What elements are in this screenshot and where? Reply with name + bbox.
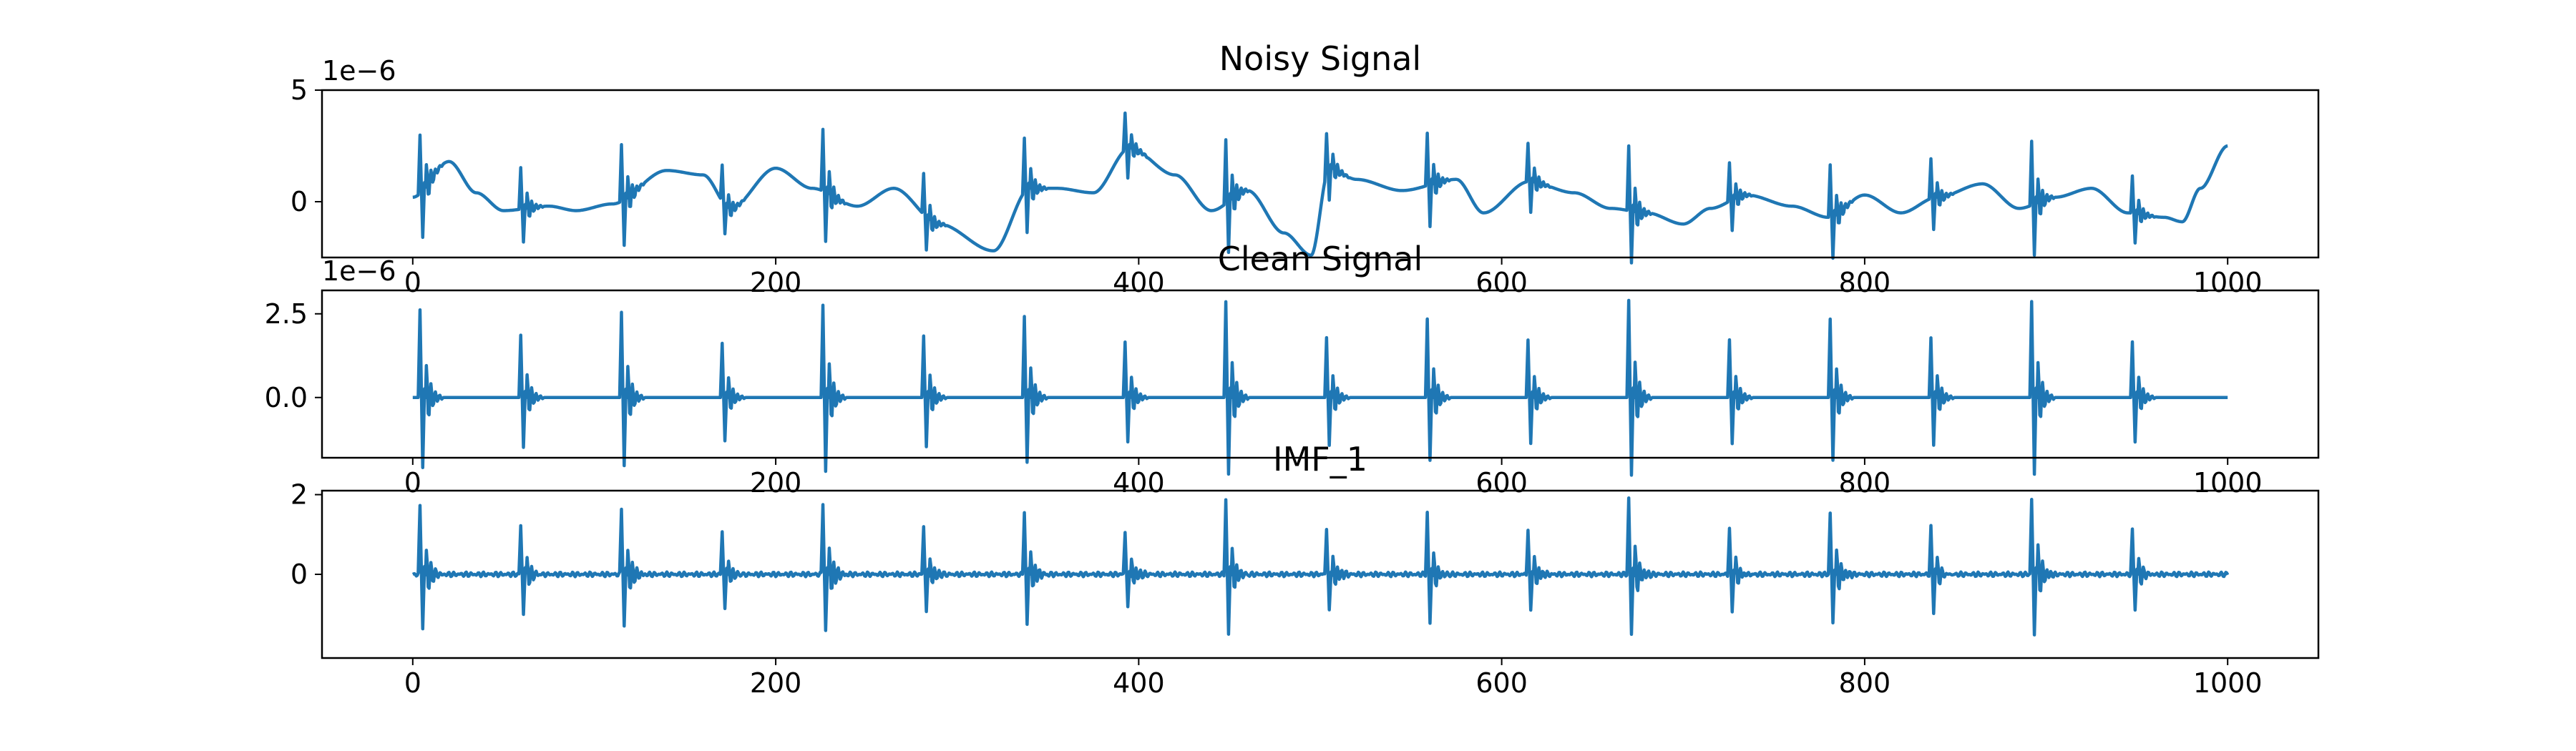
x-tick-label: 400: [1113, 667, 1165, 699]
subplot-clean-signal: Clean Signal 1e−6 0 200 400 600 800 1000 0.0 2.…: [265, 240, 2320, 499]
x-tick-label: 1000: [2193, 467, 2263, 499]
x-tick-label: 400: [1113, 467, 1165, 499]
x-tick-label: 600: [1475, 667, 1528, 699]
y-tick-label: 0.0: [265, 382, 308, 413]
x-tick-label: 600: [1475, 467, 1528, 499]
noisy-signal-ticks: 0 200 400 600 800 1000 0 5: [291, 74, 2263, 298]
noisy-signal-series: [411, 111, 2229, 265]
series-line: [411, 111, 2229, 265]
subplot-noisy-signal: Noisy Signal 1e−6 0 200 400 600 800 1000 0 5: [291, 39, 2320, 298]
subplot-imf-1: IMF_1 0 200 400 600 800 1000 0 2: [291, 440, 2320, 699]
noisy-signal-title: Noisy Signal: [1219, 39, 1421, 78]
clean-signal-series: [411, 298, 2229, 477]
x-tick-label: 800: [1839, 667, 1891, 699]
y-tick-label: 5: [291, 74, 308, 106]
clean-signal-title: Clean Signal: [1218, 240, 1423, 278]
x-tick-label: 1000: [2193, 267, 2263, 298]
x-tick-label: 200: [750, 267, 802, 298]
imf-1-series: [411, 496, 2230, 637]
y-tick-label: 2.5: [265, 298, 308, 330]
clean-signal-axes-frame: [321, 289, 2320, 459]
y-tick-label: 0: [291, 559, 308, 590]
clean-signal-y-multiplier: 1e−6: [322, 255, 396, 287]
noisy-signal-y-multiplier: 1e−6: [322, 55, 396, 87]
imf-1-title: IMF_1: [1273, 440, 1367, 478]
x-tick-label: 0: [404, 267, 421, 298]
imf-1-ticks: 0 200 400 600 800 1000 0 2: [291, 479, 2263, 699]
x-tick-label: 200: [750, 467, 802, 499]
x-tick-label: 1000: [2193, 667, 2263, 699]
clean-signal-ticks: 0 200 400 600 800 1000 0.0 2.5: [265, 298, 2263, 499]
x-tick-label: 400: [1113, 267, 1165, 298]
x-tick-label: 200: [750, 667, 802, 699]
x-tick-label: 600: [1475, 267, 1528, 298]
x-tick-label: 800: [1839, 467, 1891, 499]
y-tick-label: 2: [291, 479, 308, 511]
y-tick-label: 0: [291, 186, 308, 217]
x-tick-label: 0: [404, 467, 421, 499]
series-line: [411, 298, 2229, 477]
x-tick-label: 0: [404, 667, 421, 699]
x-tick-label: 800: [1839, 267, 1891, 298]
series-line: [411, 496, 2230, 637]
noisy-signal-axes-frame: [321, 89, 2320, 259]
